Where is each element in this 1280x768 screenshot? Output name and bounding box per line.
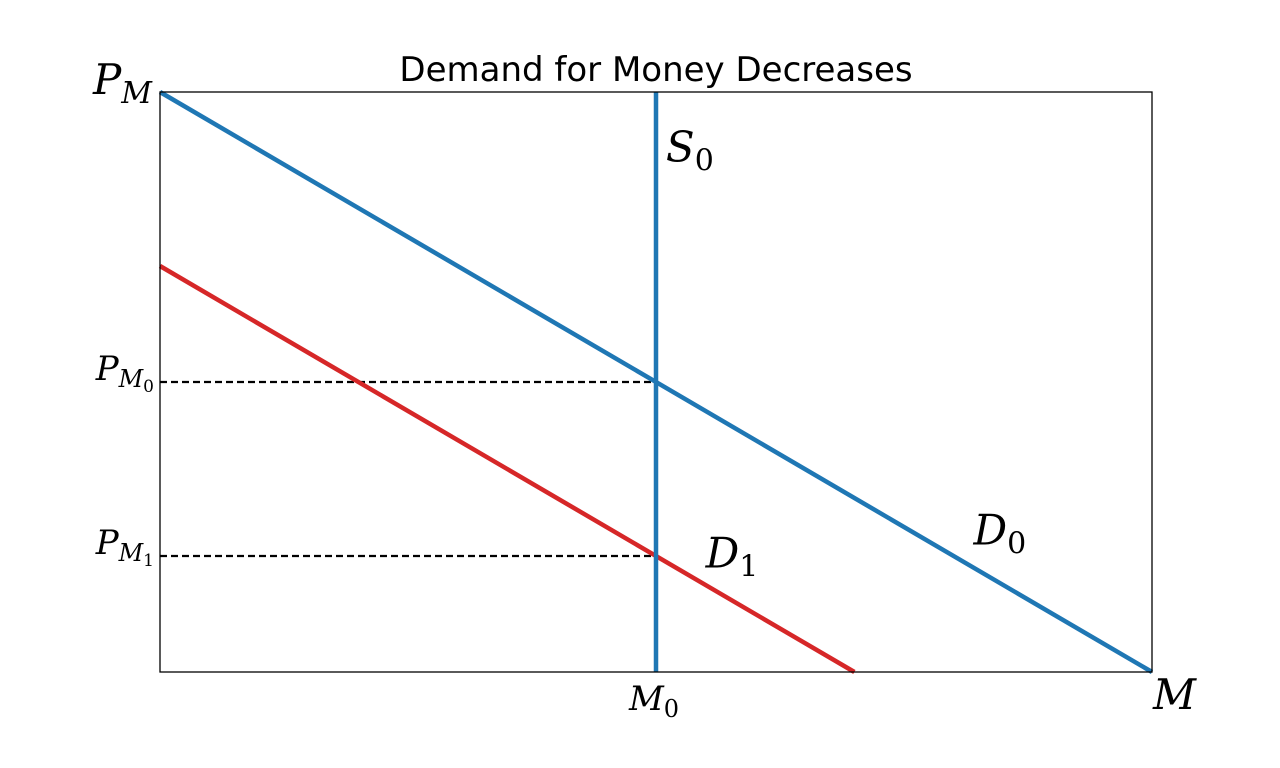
chart-title: Demand for Money Decreases: [399, 50, 912, 90]
y-axis-label: PM: [92, 55, 153, 111]
plot-frame: [159, 91, 1153, 673]
x-axis-label: M: [1152, 670, 1197, 719]
y-tick-label-0: PM0: [95, 349, 154, 397]
annotation-d1: D1: [705, 529, 759, 585]
annotation-s0: S0: [666, 123, 714, 179]
x-tick-label-0: M0: [628, 679, 679, 723]
y-tick-label-1: PM1: [95, 523, 154, 571]
plot-area: PM M M0 PM0 PM1 S0 D0 D1: [92, 55, 1197, 723]
annotation-d0: D0: [972, 505, 1026, 561]
series-d1-line: [158, 264, 856, 674]
